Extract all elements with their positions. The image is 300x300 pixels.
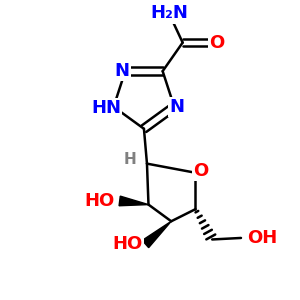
Text: OH: OH	[247, 229, 277, 247]
Text: H: H	[124, 152, 137, 166]
Text: O: O	[209, 34, 225, 52]
Text: O: O	[193, 162, 208, 180]
Text: HN: HN	[91, 99, 121, 117]
Polygon shape	[142, 221, 171, 248]
Text: H₂N: H₂N	[150, 4, 188, 22]
Polygon shape	[119, 196, 148, 206]
Text: HO: HO	[112, 235, 142, 253]
Text: N: N	[115, 62, 130, 80]
Text: N: N	[170, 98, 185, 116]
Text: HO: HO	[85, 192, 115, 210]
